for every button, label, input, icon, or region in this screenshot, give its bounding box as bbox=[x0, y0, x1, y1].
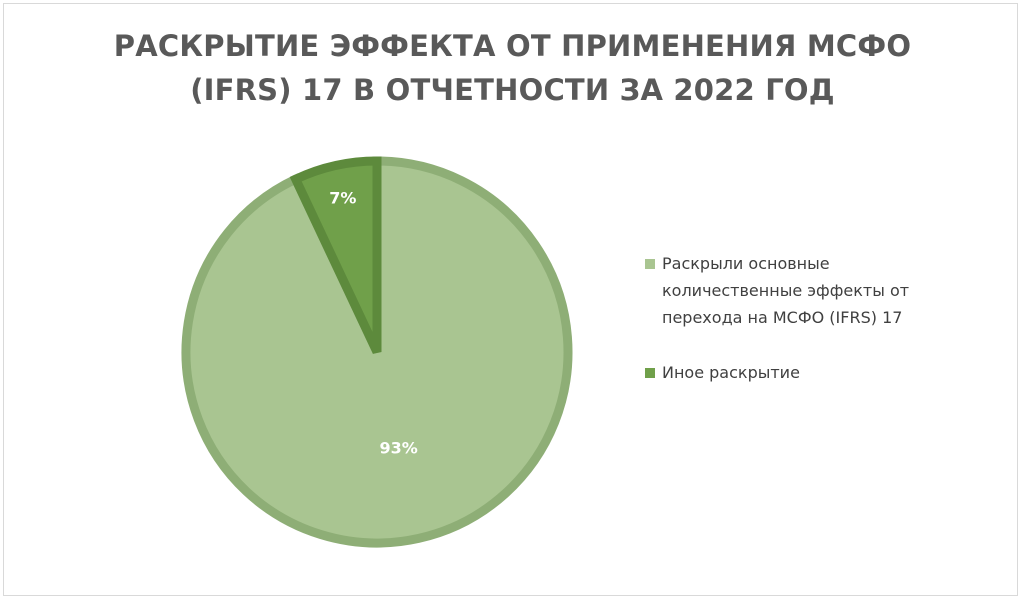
legend-swatch-other bbox=[645, 368, 655, 378]
legend-label-disclosed: Раскрыли основные количественные эффекты… bbox=[662, 254, 910, 327]
chart-title-line-2: (IFRS) 17 В ОТЧЕТНОСТИ ЗА 2022 ГОД bbox=[190, 73, 835, 107]
chart-title: РАСКРЫТИЕ ЭФФЕКТА ОТ ПРИМЕНЕНИЯ МСФО (IF… bbox=[60, 24, 965, 112]
pie-slice-other bbox=[289, 156, 382, 354]
chart-title-line-1: РАСКРЫТИЕ ЭФФЕКТА ОТ ПРИМЕНЕНИЯ МСФО bbox=[113, 29, 912, 63]
legend-swatch-disclosed bbox=[645, 259, 655, 269]
chart-legend: Раскрыли основные количественные эффекты… bbox=[645, 250, 945, 386]
legend-item-disclosed: Раскрыли основные количественные эффекты… bbox=[645, 250, 945, 331]
legend-label-other: Иное раскрытие bbox=[662, 363, 800, 382]
legend-item-other: Иное раскрытие bbox=[645, 359, 945, 386]
data-label-other: 7% bbox=[329, 189, 356, 208]
data-label-disclosed: 93% bbox=[380, 438, 418, 457]
